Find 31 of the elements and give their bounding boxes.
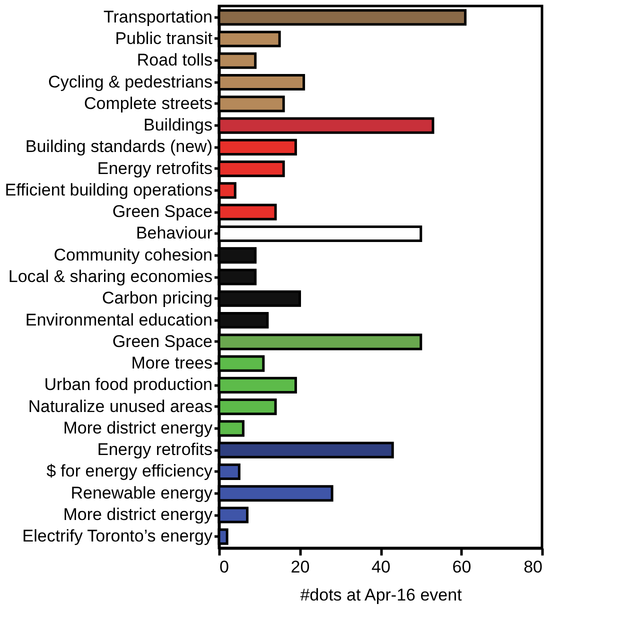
y-tick-label: Electrify Toronto’s energy xyxy=(22,526,213,546)
y-tick-label: Urban food production xyxy=(44,375,212,394)
y-tick-label: Environmental education xyxy=(25,310,212,330)
y-tick-label: $ for energy efficiency xyxy=(46,462,213,481)
y-tick-label: Green Space xyxy=(112,202,212,222)
y-tick-label: More trees xyxy=(131,354,212,373)
x-tick-label: 20 xyxy=(290,558,310,576)
y-tick-label: More district energy xyxy=(63,418,213,438)
y-tick-label: Carbon pricing xyxy=(102,288,212,308)
y-tick-label: Complete streets xyxy=(84,94,212,113)
y-tick-label: Energy retrofits xyxy=(97,440,212,460)
y-tick-label: Buildings xyxy=(144,116,212,135)
y-tick-label: Local & sharing economies xyxy=(8,267,212,286)
x-tick-label: 40 xyxy=(372,558,390,576)
y-tick-label: Transportation xyxy=(104,7,212,26)
y-tick-label: Naturalize unused areas xyxy=(28,396,212,416)
x-tick-label: 0 xyxy=(220,558,229,576)
y-tick-label: Community cohesion xyxy=(54,245,212,264)
x-axis-title: #dots at Apr-16 event xyxy=(300,586,462,604)
y-tick-label: Green Space xyxy=(112,332,212,351)
y-tick-label: Efficient building operations xyxy=(4,180,212,200)
y-tick-label: Road tolls xyxy=(136,50,212,70)
y-tick-label: Public transit xyxy=(115,28,213,48)
y-tick-label: Renewable energy xyxy=(70,483,213,502)
x-tick-label: 80 xyxy=(524,558,542,576)
y-tick-label: More district energy xyxy=(63,505,213,524)
y-tick-label: Behaviour xyxy=(136,224,213,243)
x-tick-label: 60 xyxy=(452,558,472,576)
y-tick-label: Building standards (new) xyxy=(25,137,212,156)
y-tick-label: Energy retrofits xyxy=(97,158,212,178)
y-tick-label: Cycling & pedestrians xyxy=(48,72,212,92)
